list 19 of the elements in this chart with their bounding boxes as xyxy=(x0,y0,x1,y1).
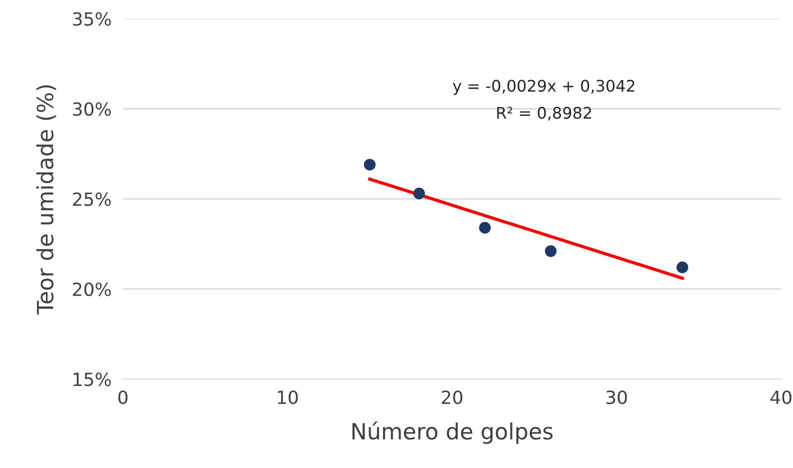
y-tick-label: 30% xyxy=(73,102,111,116)
point xyxy=(479,222,491,234)
annotation: R² = 0,8982 xyxy=(497,106,592,120)
point xyxy=(676,262,688,274)
point xyxy=(413,188,425,200)
y-tick-label: 25% xyxy=(72,192,111,206)
x-tick-label: 40 xyxy=(770,390,792,404)
x-tick-label: 10 xyxy=(278,390,298,404)
y-axis-title: Teor de umidade (%) xyxy=(36,85,56,314)
y-tick-label: 15% xyxy=(74,372,111,386)
x-tick-label: 20 xyxy=(442,390,462,404)
y-tick-label: 20% xyxy=(72,282,111,296)
x-tick-label: 30 xyxy=(606,390,627,404)
annotation: y = -0,0029x + 0,3042 xyxy=(452,80,634,95)
point xyxy=(364,158,376,171)
x-tick-label: 0 xyxy=(118,390,128,404)
x-axis-title: Número de golpes xyxy=(352,422,553,444)
y-tick-label: 35% xyxy=(73,12,111,26)
point xyxy=(544,245,557,257)
